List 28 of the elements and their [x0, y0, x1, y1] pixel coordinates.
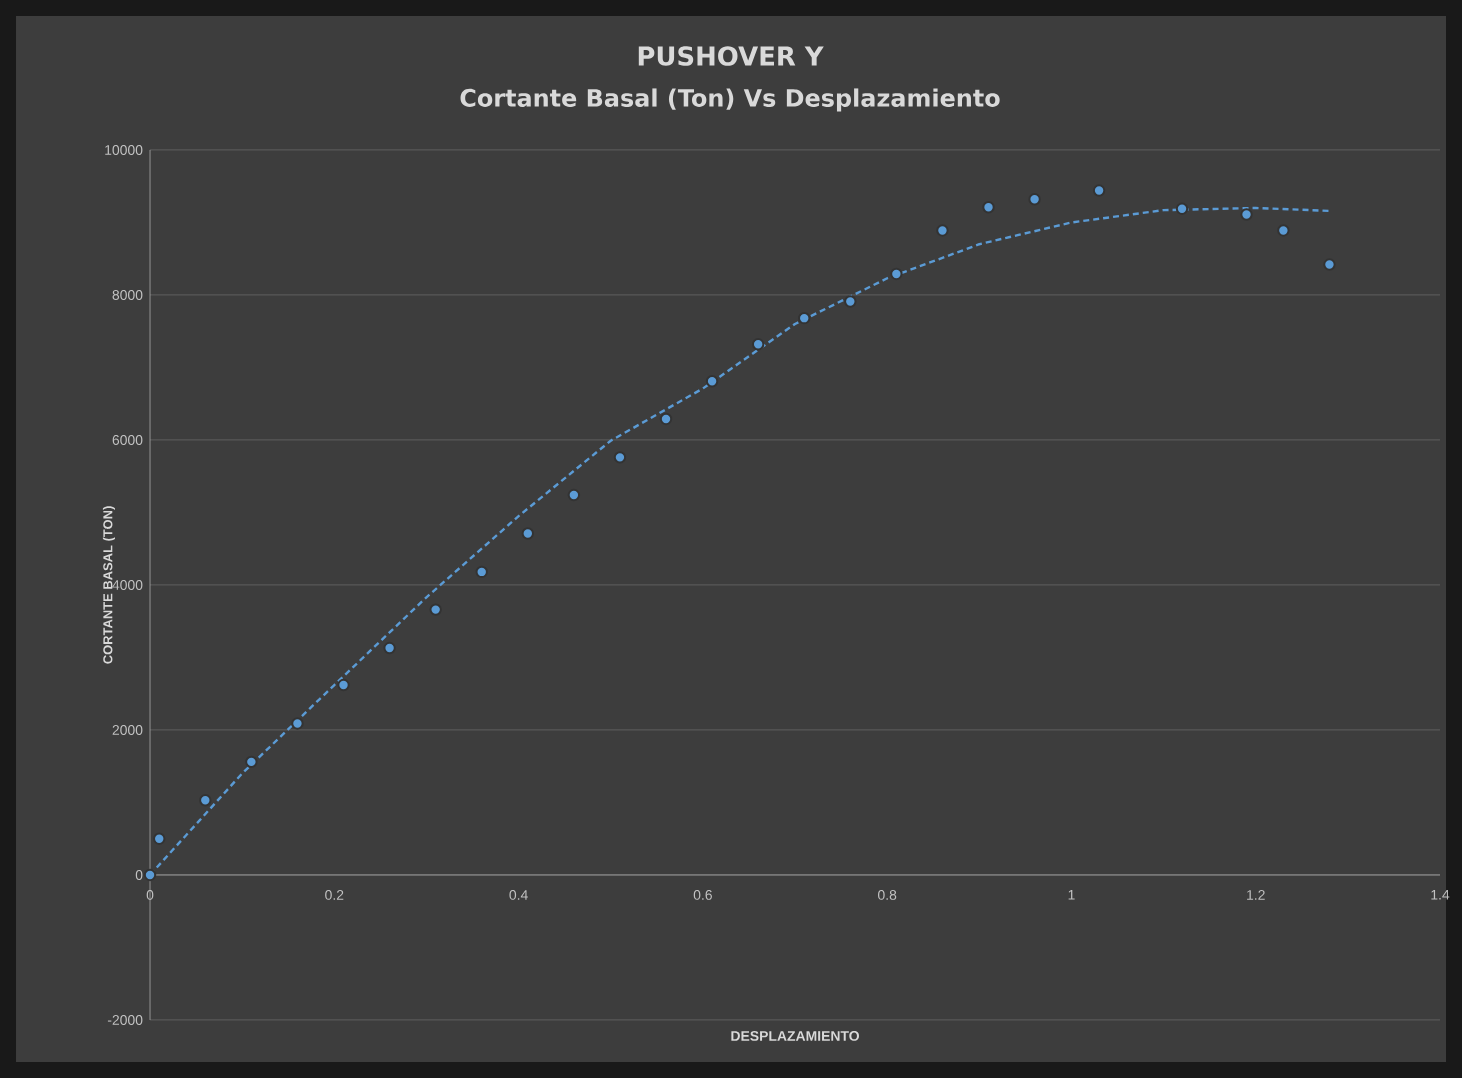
chart-subtitle: Cortante Basal (Ton) Vs Desplazamiento	[460, 88, 1000, 112]
point	[705, 375, 719, 388]
point	[199, 794, 212, 807]
point	[1277, 224, 1290, 237]
point	[245, 755, 258, 769]
point	[383, 641, 396, 655]
point	[936, 224, 949, 237]
point	[659, 412, 673, 426]
point	[844, 295, 857, 308]
point	[1028, 193, 1041, 206]
point	[337, 678, 350, 692]
point	[1240, 208, 1253, 221]
point	[982, 201, 995, 214]
point	[798, 311, 811, 325]
point	[153, 832, 166, 845]
point	[1175, 202, 1189, 215]
point	[475, 565, 488, 579]
point	[567, 488, 581, 502]
point	[890, 267, 903, 281]
point	[143, 868, 157, 882]
point	[429, 603, 442, 616]
point	[613, 451, 627, 464]
point	[521, 527, 534, 540]
point	[291, 717, 304, 730]
chart-title: PUSHOVER Y	[638, 46, 824, 66]
point	[751, 338, 765, 351]
point	[1323, 258, 1336, 271]
point	[1092, 184, 1106, 197]
